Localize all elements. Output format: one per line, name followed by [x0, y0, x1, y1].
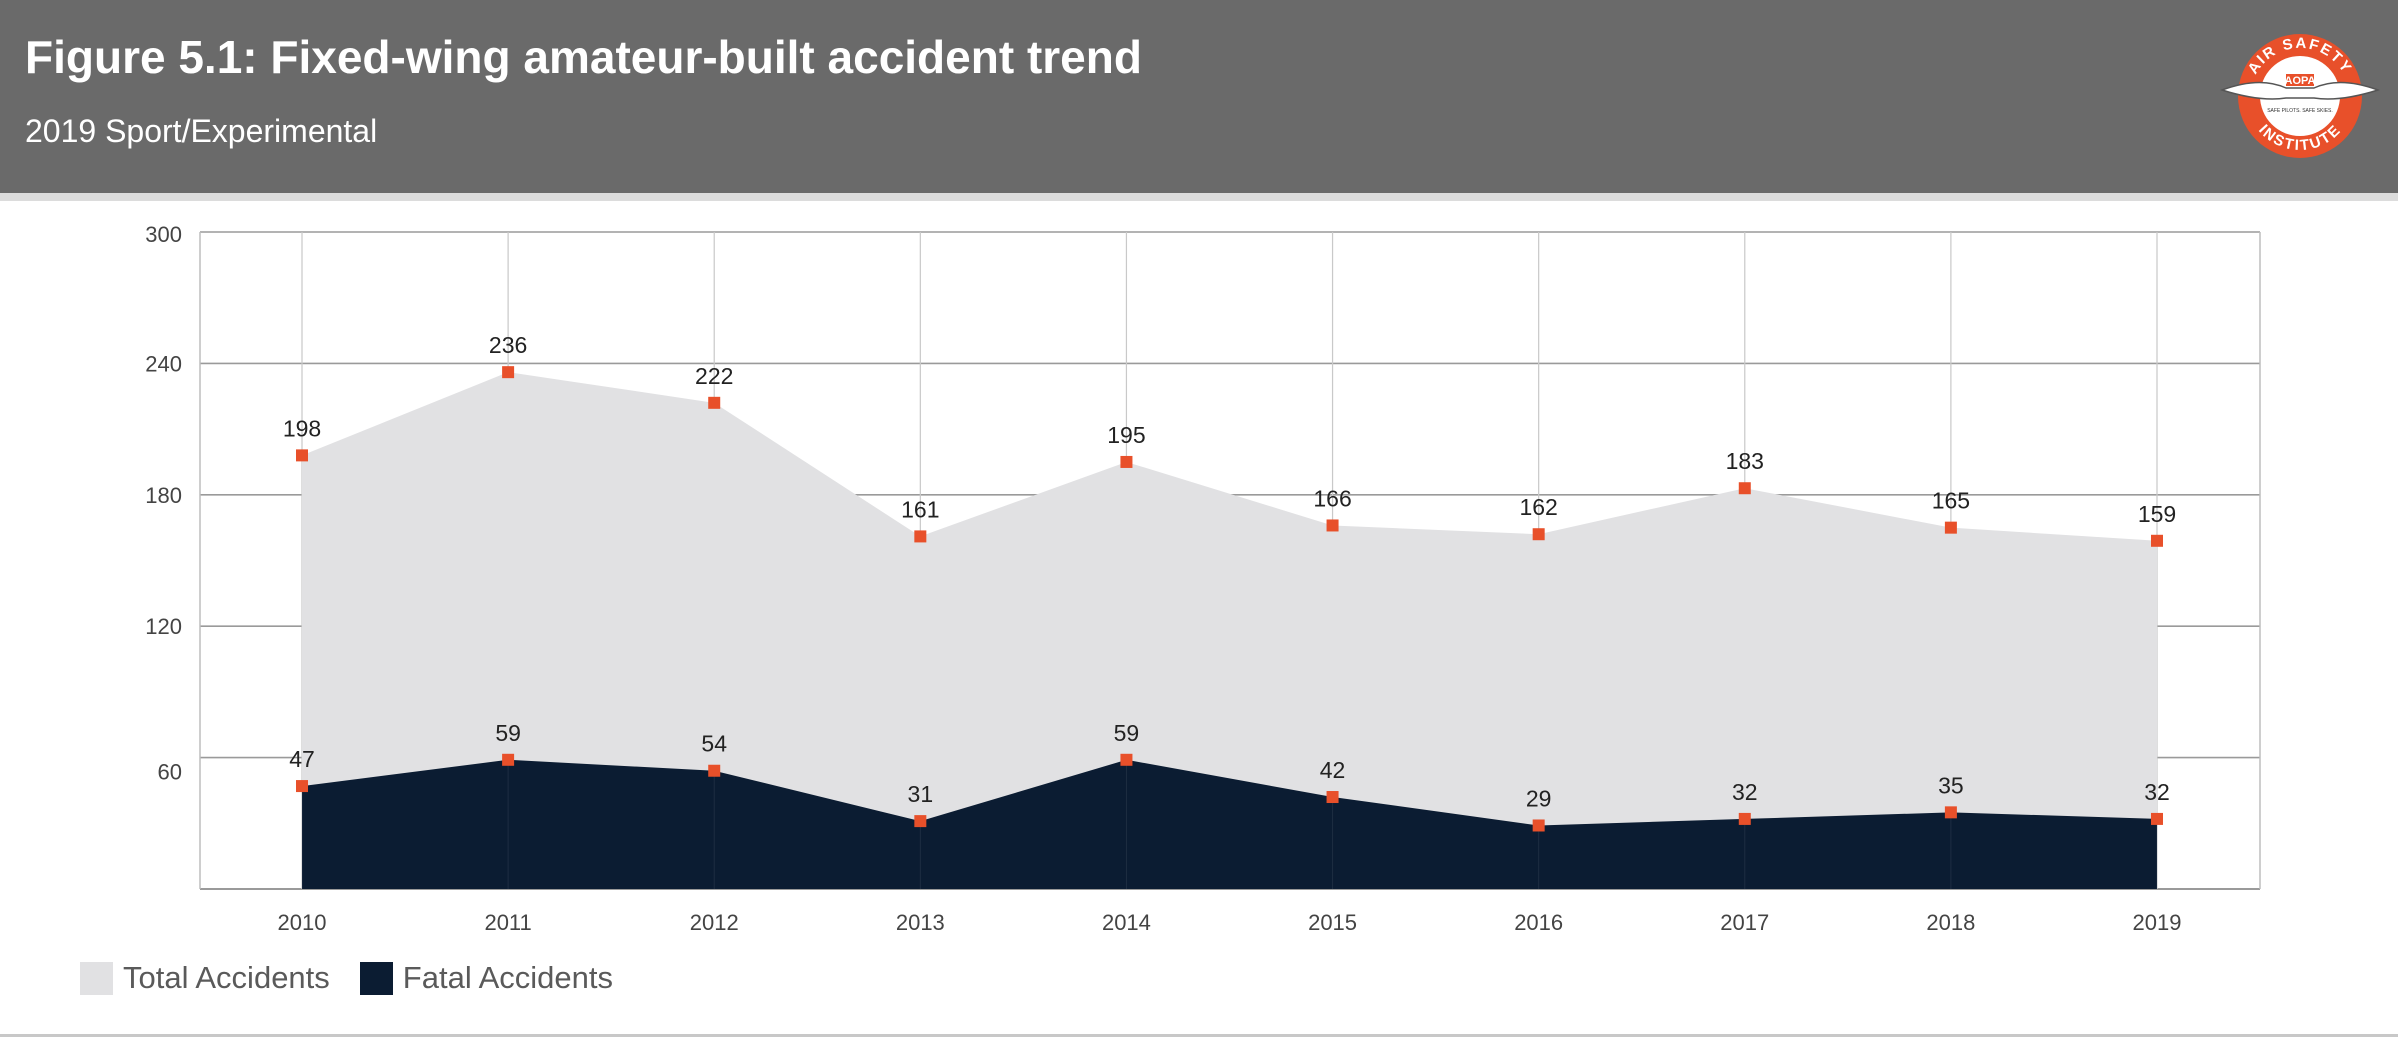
- marker-total: [914, 530, 927, 543]
- area-total-accidents: [302, 372, 2157, 889]
- x-tick-label: 2012: [690, 910, 739, 935]
- data-label-total: 183: [1726, 448, 1764, 474]
- x-tick-label: 2013: [896, 910, 945, 935]
- chart-legend: Total Accidents Fatal Accidents: [80, 958, 643, 998]
- data-label-total: 159: [2138, 501, 2176, 527]
- x-tick-label: 2015: [1308, 910, 1357, 935]
- data-label-total: 161: [901, 496, 939, 522]
- logo-center-text: AOPA: [2285, 75, 2316, 87]
- legend-label-fatal: Fatal Accidents: [402, 960, 614, 995]
- data-label-total: 222: [695, 363, 733, 389]
- labels: 60 120 180 240 300 2010 2011 2012 2013 2014 2015 20…: [145, 222, 2181, 935]
- marker-fatal: [1532, 819, 1545, 832]
- y-tick-label: 180: [145, 483, 182, 508]
- data-label-fatal: 32: [2144, 779, 2170, 805]
- marker-total: [1738, 482, 1751, 495]
- header-divider: [0, 193, 2398, 201]
- marker-total: [502, 366, 515, 379]
- data-label-fatal: 42: [1320, 757, 1346, 783]
- x-tick-label: 2010: [278, 910, 327, 935]
- figure-subtitle: 2019 Sport/Experimental: [25, 113, 378, 149]
- legend-item-total: Total Accidents: [80, 960, 330, 996]
- legend-item-fatal: Fatal Accidents: [359, 960, 614, 996]
- data-label-total: 165: [1932, 488, 1970, 514]
- marker-total: [1532, 528, 1545, 541]
- data-label-fatal: 59: [1114, 720, 1140, 746]
- data-label-fatal: 29: [1526, 785, 1552, 811]
- marker-total: [2151, 534, 2163, 547]
- marker-fatal: [502, 753, 515, 766]
- data-label-fatal: 59: [495, 720, 521, 746]
- legend-label-total: Total Accidents: [123, 960, 330, 995]
- marker-fatal: [914, 815, 927, 828]
- marker-fatal: [1738, 812, 1751, 825]
- marker-total: [1326, 519, 1339, 532]
- figure-title: Figure 5.1: Fixed-wing amateur-built acc…: [25, 31, 1142, 83]
- data-label-fatal: 35: [1938, 772, 1964, 798]
- markers: [296, 366, 2163, 832]
- area-fatal-accidents: [302, 759, 2157, 889]
- marker-total: [1120, 455, 1133, 468]
- x-tick-label: 2011: [484, 910, 531, 935]
- x-tick-label: 2016: [1514, 910, 1563, 935]
- data-label-total: 162: [1519, 494, 1557, 520]
- x-tick-label: 2014: [1102, 910, 1151, 935]
- aopa-air-safety-institute-logo: AIR SAFETY INSTITUTE AOPA SAFE PILOTS. S…: [2220, 34, 2380, 158]
- data-label-fatal: 32: [1732, 779, 1758, 805]
- logo-badge: [2286, 74, 2314, 86]
- marker-fatal: [1944, 806, 1957, 819]
- x-tick-label: 2019: [2133, 910, 2182, 935]
- marker-fatal: [296, 780, 308, 793]
- x-tick-label: 2017: [1720, 910, 1769, 935]
- y-tick-label: 240: [145, 351, 182, 376]
- marker-fatal: [708, 764, 721, 777]
- wings-icon: [2220, 81, 2380, 100]
- area-series: [301, 372, 2158, 889]
- header-bar: [0, 0, 2398, 193]
- data-label-total: 195: [1107, 422, 1145, 448]
- marker-fatal: [1326, 791, 1339, 804]
- bottom-rule: [0, 1034, 2398, 1037]
- marker-fatal: [2151, 812, 2163, 825]
- marker-fatal: [1120, 753, 1133, 766]
- marker-total: [296, 449, 308, 462]
- y-tick-label: 120: [145, 614, 182, 639]
- data-label-total: 166: [1313, 485, 1351, 511]
- data-label-fatal: 47: [289, 746, 315, 772]
- marker-total: [1944, 521, 1957, 534]
- marker-total: [708, 396, 721, 409]
- legend-swatch-total: [80, 961, 113, 995]
- data-label-total: 198: [283, 415, 321, 441]
- y-tick-label: 60: [158, 760, 182, 785]
- x-tick-label: 2018: [1926, 910, 1975, 935]
- legend-swatch-fatal: [359, 961, 393, 995]
- data-label-fatal: 54: [701, 731, 727, 757]
- logo-small-text: SAFE PILOTS. SAFE SKIES.: [2267, 108, 2333, 114]
- data-label-total: 236: [489, 332, 527, 358]
- data-label-fatal: 31: [908, 781, 934, 807]
- y-tick-label: 300: [145, 222, 182, 247]
